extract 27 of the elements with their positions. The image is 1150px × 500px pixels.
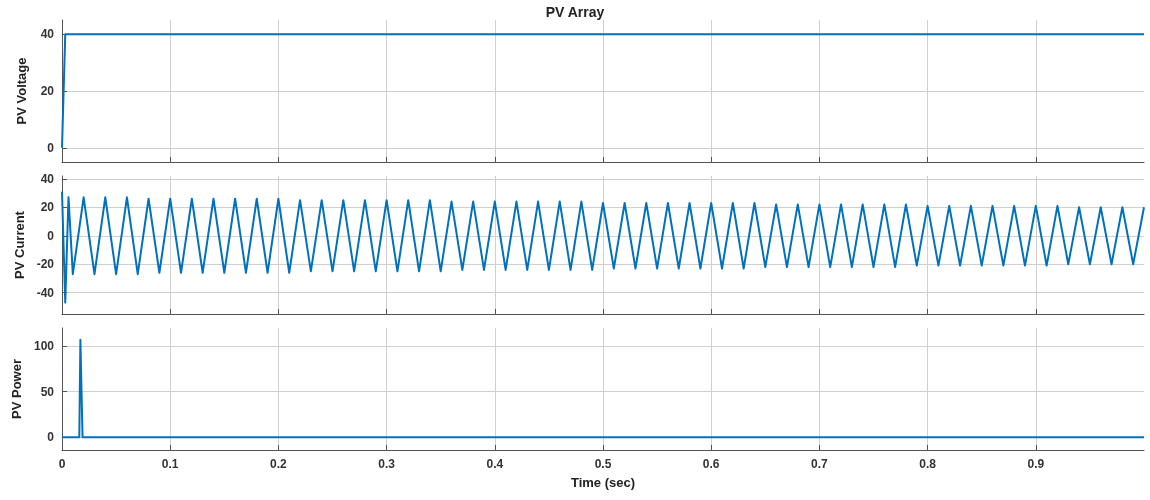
- x-tick-label: 0.1: [161, 457, 179, 471]
- x-tick-label: 0.9: [1027, 457, 1045, 471]
- x-tick-label: 0.6: [702, 457, 720, 471]
- x-axis-title: Time (sec): [570, 475, 636, 490]
- x-tick-label: 0.7: [811, 457, 829, 471]
- y-tick-label: 20: [40, 200, 55, 215]
- x-tick-label: 0.2: [270, 457, 288, 471]
- x-tick-label: 0: [58, 457, 66, 471]
- x-tick-label: 0.5: [594, 457, 612, 471]
- y-tick-label: 0: [47, 430, 55, 445]
- line-series: [61, 190, 1145, 304]
- y-tick-label: 40: [40, 171, 55, 186]
- y-axis-title: PV Voltage: [14, 57, 29, 125]
- x-tick-label: 0.8: [919, 457, 937, 471]
- y-tick-label: -20: [36, 257, 55, 272]
- y-tick-label: 50: [40, 384, 55, 399]
- y-tick-label: 0: [47, 228, 55, 243]
- x-tick-label: 0.3: [378, 457, 396, 471]
- y-axis-title: PV Power: [9, 359, 25, 419]
- y-tick-label: 40: [40, 27, 55, 42]
- y-axis-title: PV Current: [11, 210, 27, 279]
- y-tick-label: 100: [33, 339, 55, 354]
- y-tick-label: 0: [47, 140, 55, 155]
- x-tick-label: 0.4: [486, 457, 504, 471]
- chart-title: PV Array: [545, 4, 605, 20]
- y-tick-label: -40: [36, 285, 55, 300]
- y-tick-label: 20: [40, 84, 55, 98]
